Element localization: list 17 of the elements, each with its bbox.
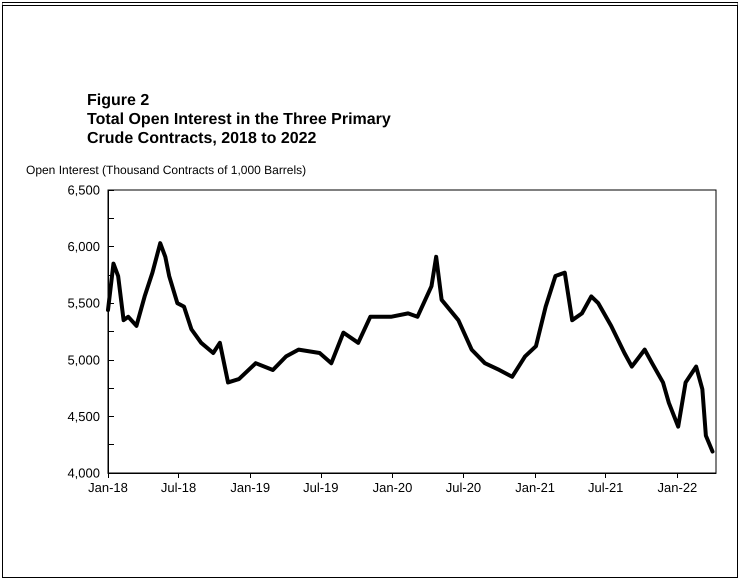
y-tick-label: 5,500 bbox=[67, 296, 100, 311]
y-tick-label: 4,000 bbox=[67, 466, 100, 480]
x-tick-label: Jul-18 bbox=[160, 480, 196, 495]
x-tick-label: Jan-18 bbox=[88, 480, 128, 495]
x-tick-label: Jan-20 bbox=[372, 480, 412, 495]
y-axis-title: Open Interest (Thousand Contracts of 1,000 Barrels) bbox=[26, 163, 306, 177]
y-tick-label: 4,500 bbox=[67, 408, 100, 424]
y-tick-label: 5,000 bbox=[67, 352, 100, 368]
x-tick-label: Jan-19 bbox=[230, 480, 270, 495]
x-tick-label: Jul-20 bbox=[446, 480, 482, 495]
x-tick-label: Jul-21 bbox=[588, 480, 624, 495]
y-tick-label: 6,500 bbox=[67, 182, 100, 198]
chart-title: Figure 2 Total Open Interest in the Three Primary Crude Contracts, 2018 to 2022 bbox=[87, 92, 391, 147]
y-tick-label: 6,000 bbox=[67, 239, 100, 254]
x-tick-label: Jul-19 bbox=[303, 480, 339, 495]
x-tick-label: Jan-22 bbox=[658, 480, 698, 495]
x-tick-label: Jan-21 bbox=[515, 480, 556, 495]
